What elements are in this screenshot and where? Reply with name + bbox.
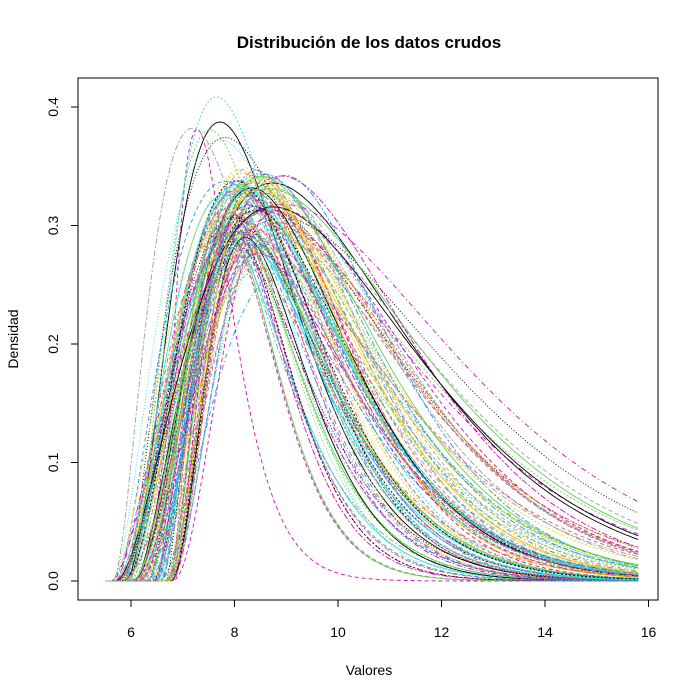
density-curve bbox=[105, 188, 639, 582]
density-curve bbox=[105, 231, 639, 582]
density-curve bbox=[105, 180, 639, 582]
density-curve bbox=[105, 242, 639, 582]
density-curve bbox=[105, 181, 639, 582]
density-curve bbox=[105, 129, 639, 582]
density-curve bbox=[105, 128, 639, 582]
density-curve bbox=[105, 224, 639, 582]
y-tick-label: 0.2 bbox=[45, 334, 61, 354]
density-curve bbox=[105, 221, 639, 582]
density-curve bbox=[105, 216, 639, 582]
density-curve bbox=[105, 188, 639, 582]
density-curve bbox=[105, 253, 639, 582]
x-tick-label: 12 bbox=[434, 624, 450, 640]
density-curve bbox=[105, 196, 639, 582]
density-curve bbox=[105, 237, 639, 582]
density-curve bbox=[105, 186, 639, 582]
density-curve bbox=[105, 183, 639, 582]
density-curve bbox=[105, 182, 639, 582]
density-curve bbox=[105, 173, 639, 582]
density-curve bbox=[105, 181, 639, 582]
density-curve bbox=[105, 173, 639, 582]
density-curve bbox=[105, 221, 639, 582]
x-tick-label: 14 bbox=[537, 624, 553, 640]
density-curve bbox=[105, 194, 639, 582]
density-curve bbox=[105, 170, 639, 582]
y-tick-label: 0.0 bbox=[45, 571, 61, 591]
x-axis: 6 8 10 12 14 16 bbox=[127, 599, 657, 640]
density-curve bbox=[105, 210, 639, 582]
density-curve bbox=[105, 220, 639, 582]
density-curve bbox=[105, 222, 639, 582]
y-tick-label: 0.3 bbox=[45, 216, 61, 236]
density-curve bbox=[105, 189, 639, 582]
density-curve bbox=[105, 240, 639, 582]
density-curve bbox=[105, 96, 639, 582]
x-axis-label: Valores bbox=[346, 662, 392, 678]
y-tick-label: 0.1 bbox=[45, 453, 61, 473]
density-curve bbox=[105, 209, 639, 582]
density-curve bbox=[105, 209, 639, 582]
density-curve bbox=[105, 243, 639, 582]
density-curve bbox=[105, 270, 639, 582]
chart-title: Distribución de los datos crudos bbox=[237, 33, 501, 52]
density-curve bbox=[105, 208, 639, 582]
density-curve bbox=[105, 177, 639, 582]
density-curve bbox=[105, 238, 639, 582]
density-curve bbox=[105, 233, 639, 582]
density-curves bbox=[105, 96, 639, 582]
density-curve bbox=[105, 217, 639, 582]
density-curve bbox=[105, 247, 639, 582]
density-curve bbox=[105, 174, 639, 582]
density-curve bbox=[105, 203, 639, 582]
x-tick-label: 10 bbox=[330, 624, 346, 640]
density-curve bbox=[105, 199, 639, 582]
density-curve bbox=[105, 204, 639, 582]
density-curve bbox=[105, 188, 639, 582]
x-tick-label: 16 bbox=[641, 624, 657, 640]
density-curve bbox=[105, 226, 639, 582]
density-curve bbox=[105, 209, 639, 582]
y-axis-label: Densidad bbox=[5, 309, 21, 368]
density-curve bbox=[105, 175, 639, 582]
x-tick-label: 8 bbox=[231, 624, 239, 640]
density-curve bbox=[105, 173, 639, 582]
x-tick-label: 6 bbox=[127, 624, 135, 640]
density-curve bbox=[105, 189, 639, 582]
y-axis: 0.0 0.1 0.2 0.3 0.4 bbox=[45, 97, 79, 591]
y-tick-label: 0.4 bbox=[45, 97, 61, 117]
density-curve bbox=[105, 204, 639, 582]
